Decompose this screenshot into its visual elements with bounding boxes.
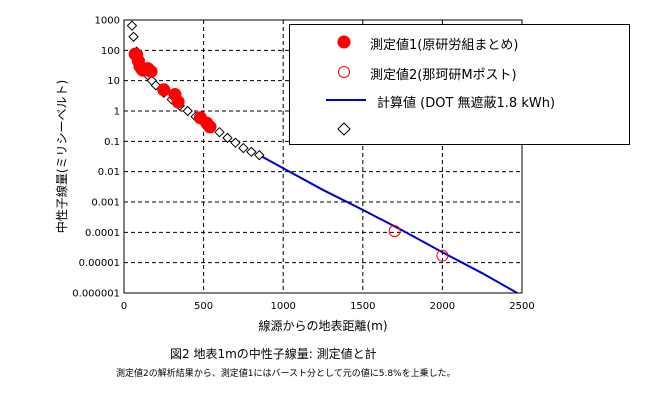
y-tick-labels: 0.000001 0.00001 0.0001 0.001 0.01 0.1 1 10 100 1…	[72, 16, 120, 300]
x-tick-label: 0	[121, 301, 127, 312]
legend-label-calculated: 計算値 (DOT 無遮蔽1.8 kWh)	[377, 92, 555, 111]
y-tick-label: 0.00001	[79, 258, 120, 269]
blue-line-icon	[326, 89, 366, 111]
y-tick-label: 1	[114, 107, 120, 118]
open-diamond-marker-icon	[330, 118, 358, 140]
legend-item-calculated: 計算値 (DOT 無遮蔽1.8 kWh)	[290, 89, 629, 111]
y-tick-label: 1000	[95, 16, 120, 27]
diamond-point	[215, 128, 224, 137]
x-tick-label: 500	[194, 301, 213, 312]
x-tick-label: 1000	[270, 301, 295, 312]
legend-label-measured-2: 測定値2(那珂研Mポスト)	[370, 64, 517, 83]
measured-1-point	[158, 84, 170, 96]
x-tick-label: 1500	[350, 301, 375, 312]
calculated-line	[259, 155, 517, 293]
filled-circle-marker-icon	[330, 31, 358, 53]
y-tick-label: 100	[101, 46, 120, 57]
x-tick-label: 2000	[430, 301, 455, 312]
y-tick-label: 0.0001	[85, 228, 120, 239]
x-tick-labels: 0 500 1000 1500 2000 2500	[121, 301, 535, 312]
diamond-point	[129, 32, 138, 41]
measured-1-point	[204, 121, 216, 133]
legend-label-measured-1: 測定値1(原研労組まとめ)	[370, 34, 518, 53]
legend-item-diamond	[290, 118, 629, 140]
y-tick-label: 10	[107, 76, 120, 87]
diamond-point	[239, 144, 248, 153]
diamond-point	[183, 107, 192, 116]
diamond-point	[127, 21, 136, 30]
legend: 測定値1(原研労組まとめ) 測定値2(那珂研Mポスト) 計算値 (DOT 無遮蔽…	[289, 24, 630, 145]
y-tick-label: 0.01	[98, 167, 120, 178]
x-axis-label: 線源からの地表距離(m)	[258, 318, 387, 333]
y-tick-label: 0.000001	[72, 289, 120, 300]
x-tick-label: 2500	[509, 301, 534, 312]
y-tick-label: 0.001	[91, 198, 120, 209]
y-tick-label: 0.1	[104, 137, 120, 148]
legend-item-measured-1: 測定値1(原研労組まとめ)	[290, 31, 629, 53]
figure-note: 測定値2の解析結果から、測定値1にはバースト分として元の値に5.8%を上乗した。	[116, 366, 456, 379]
figure-caption: 図2 地表1mの中性子線量: 測定値と計	[170, 345, 377, 362]
measured-1-point	[145, 66, 157, 78]
open-circle-marker-icon	[330, 61, 358, 83]
measured-1-point	[172, 96, 184, 108]
legend-item-measured-2: 測定値2(那珂研Mポスト)	[290, 61, 629, 83]
y-axis-label: 中性子線量(ミリシーベルト)	[54, 80, 69, 233]
diamond-point	[231, 138, 240, 147]
